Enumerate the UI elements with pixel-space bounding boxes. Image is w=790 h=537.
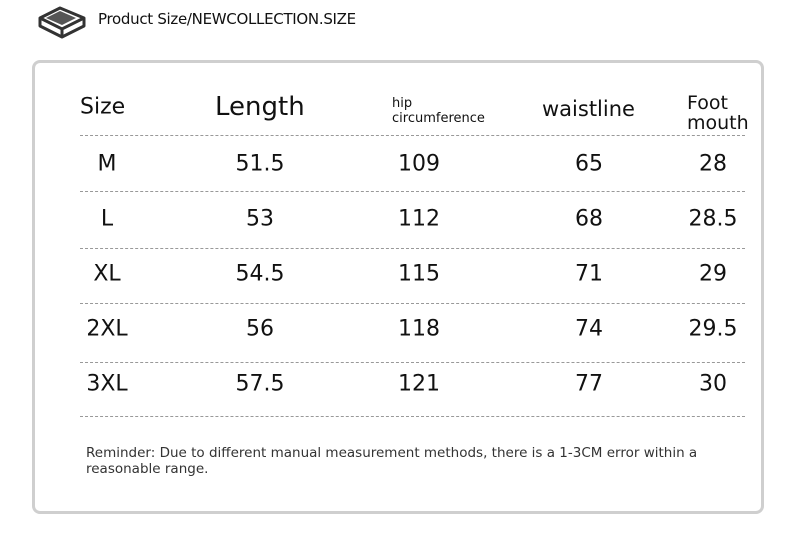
- table-cell: 54.5: [235, 261, 285, 287]
- table-cell: 53: [246, 206, 274, 232]
- size-table-frame: [32, 60, 764, 514]
- table-cell: 121: [398, 371, 440, 397]
- column-header: waistline: [542, 97, 635, 121]
- table-cell: L: [100, 206, 114, 232]
- table-cell: 112: [398, 206, 440, 232]
- row-divider: [80, 135, 745, 136]
- column-header: hip circumference: [392, 96, 485, 126]
- table-cell: XL: [93, 261, 121, 287]
- row-divider: [80, 191, 745, 192]
- table-cell: M: [97, 151, 117, 177]
- reminder-note: Reminder: Due to different manual measur…: [86, 445, 698, 477]
- table-cell: 30: [699, 371, 727, 397]
- table-cell: 56: [246, 316, 274, 342]
- table-cell: 29: [699, 261, 727, 287]
- table-cell: 74: [575, 316, 603, 342]
- table-cell: 3XL: [86, 371, 128, 397]
- table-cell: 71: [575, 261, 603, 287]
- column-header: Size: [80, 94, 126, 120]
- table-cell: 109: [398, 151, 440, 177]
- box-icon: [38, 6, 86, 39]
- column-header: Length: [215, 92, 305, 122]
- page-title: Product Size/NEWCOLLECTION.SIZE: [98, 10, 356, 28]
- table-cell: 2XL: [86, 316, 128, 342]
- row-divider: [80, 248, 745, 249]
- row-divider: [80, 303, 745, 304]
- table-cell: 29.5: [688, 316, 738, 342]
- table-cell: 68: [575, 206, 603, 232]
- row-divider: [80, 362, 745, 363]
- table-cell: 118: [398, 316, 440, 342]
- table-cell: 77: [575, 371, 603, 397]
- table-cell: 65: [575, 151, 603, 177]
- table-cell: 57.5: [235, 371, 285, 397]
- table-cell: 115: [398, 261, 440, 287]
- column-header: Foot mouth: [687, 92, 749, 134]
- table-cell: 28: [699, 151, 727, 177]
- row-divider: [80, 416, 745, 417]
- table-cell: 28.5: [688, 206, 738, 232]
- table-cell: 51.5: [235, 151, 285, 177]
